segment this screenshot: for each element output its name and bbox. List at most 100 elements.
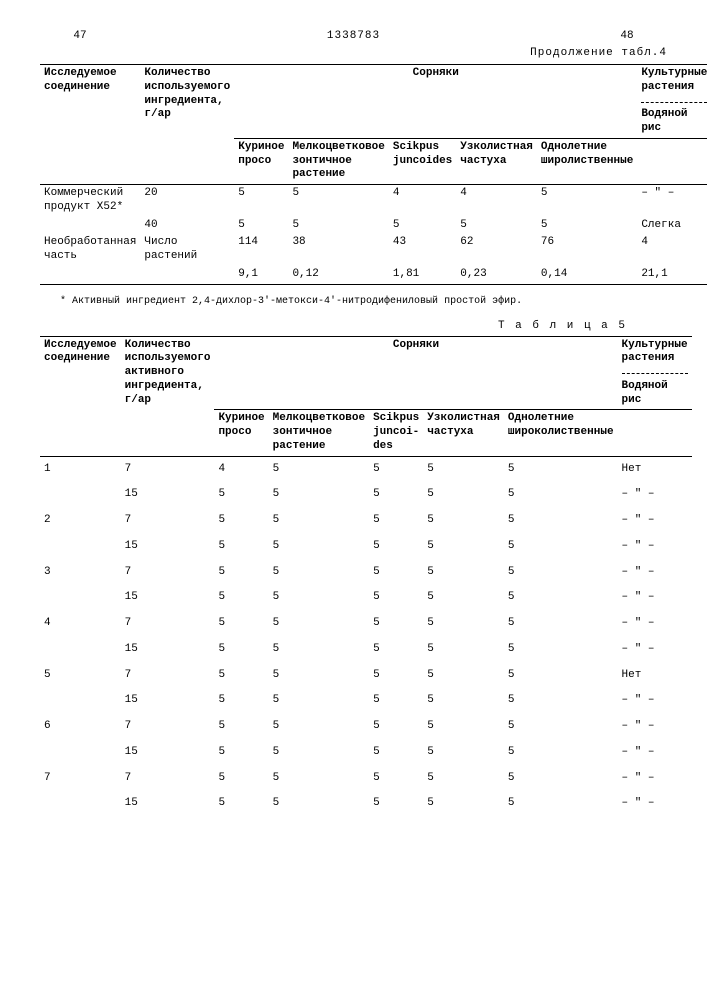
weed-cell: 5 [423,740,504,766]
weed-cell: 5 [269,740,369,766]
weed-cell: 5 [423,637,504,663]
qty-cell: 20 [140,185,234,217]
weed-cell: 5 [269,791,369,817]
compound-cell [40,534,121,560]
weed-cell: 5 [504,508,618,534]
table-row: 3755555– " – [40,560,692,586]
table-row: Коммерческий продукт X52*2055445– " – [40,185,707,217]
table-row: 1555555– " – [40,534,692,560]
compound-cell [40,266,140,284]
weed-cell: 5 [369,534,423,560]
weed-cell: 5 [423,534,504,560]
page-right: 48 [587,30,667,42]
weed-cell: 5 [504,456,618,482]
qty-cell: 7 [121,611,215,637]
weed-cell: 5 [214,766,268,792]
weed-cell: 5 [369,585,423,611]
compound-cell: 3 [40,560,121,586]
table-row: 7755555– " – [40,766,692,792]
weed-cell: 5 [214,508,268,534]
crop-cell: – " – [618,714,692,740]
compound-cell [40,482,121,508]
table-row: 2755555– " – [40,508,692,534]
table-row: 4055555Слегка [40,217,707,235]
weed-cell: 5 [288,217,388,235]
weed-cell: 0,14 [537,266,637,284]
weed-cell: 5 [234,217,288,235]
weed-cell: 5 [504,766,618,792]
compound-cell [40,217,140,235]
crop-cell: – " – [618,508,692,534]
weed-cell: 5 [269,560,369,586]
t4-crop-title: Культурные растения Водяной рис [637,65,707,139]
weed-cell: 5 [269,534,369,560]
spacer [637,138,707,184]
table-row: 1555555– " – [40,791,692,817]
t4-col-qty: Количество используемого ингредиента, г/… [140,65,234,185]
weed-cell: 5 [504,714,618,740]
qty-cell: 15 [121,637,215,663]
t5-col-compound: Исследуемое соединение [40,336,121,456]
table-row: 9,10,121,810,230,1421,1 [40,266,707,284]
page-left: 47 [40,30,120,42]
weed-cell: 5 [423,482,504,508]
weed-cell: 5 [369,688,423,714]
crop-cell: – " – [618,688,692,714]
qty-cell: 15 [121,482,215,508]
t4-weed-1: Мелкоцветковое зонтичное растение [288,138,388,184]
t5-col-qty: Количество используемого активного ингре… [121,336,215,456]
weed-cell: 5 [537,185,637,217]
weed-cell: 5 [234,185,288,217]
weed-cell: 5 [504,585,618,611]
t4-crop-sub: Водяной рис [641,108,687,134]
weed-cell: 5 [504,560,618,586]
qty-cell: 7 [121,663,215,689]
crop-cell: – " – [618,482,692,508]
crop-cell: – " – [618,766,692,792]
t5-weed-1: Мелкоцветковое зонтичное растение [269,410,369,456]
compound-cell: 2 [40,508,121,534]
weed-cell: 5 [369,766,423,792]
table-row: 6755555– " – [40,714,692,740]
weed-cell: 0,23 [456,266,537,284]
t4-col-compound: Исследуемое соединение [40,65,140,185]
weed-cell: 5 [504,740,618,766]
compound-cell [40,688,121,714]
weed-cell: 5 [269,611,369,637]
weed-cell: 5 [214,714,268,740]
crop-cell: – " – [618,611,692,637]
doc-number: 1338783 [120,30,587,42]
qty-cell: 15 [121,688,215,714]
weed-cell: 43 [389,234,456,266]
crop-cell: – " – [637,185,707,217]
table-row: 1555555– " – [40,482,692,508]
weed-cell: 9,1 [234,266,288,284]
weed-cell: 5 [214,560,268,586]
compound-cell [40,791,121,817]
t5-weed-4: Однолетние широколиственные [504,410,618,456]
weed-cell: 5 [504,637,618,663]
spacer [618,410,692,456]
table-row: 1555555– " – [40,740,692,766]
compound-cell: 6 [40,714,121,740]
weed-cell: 5 [504,791,618,817]
table-row: 1555555– " – [40,637,692,663]
crop-cell: – " – [618,560,692,586]
t5-weed-3: Узколистная частуха [423,410,504,456]
weed-cell: 62 [456,234,537,266]
weed-cell: 5 [214,611,268,637]
weed-cell: 5 [504,688,618,714]
t5-weeds-title: Сорняки [214,336,617,410]
t4-weed-3: Узколистная частуха [456,138,537,184]
weed-cell: 4 [456,185,537,217]
weed-cell: 5 [269,766,369,792]
weed-cell: 5 [504,482,618,508]
weed-cell: 5 [423,456,504,482]
weed-cell: 5 [269,637,369,663]
compound-cell [40,637,121,663]
crop-cell: Слегка [637,217,707,235]
t5-weed-2: Scikpus juncoi-des [369,410,423,456]
qty-cell: 7 [121,456,215,482]
weed-cell: 5 [214,637,268,663]
weed-cell: 5 [369,637,423,663]
